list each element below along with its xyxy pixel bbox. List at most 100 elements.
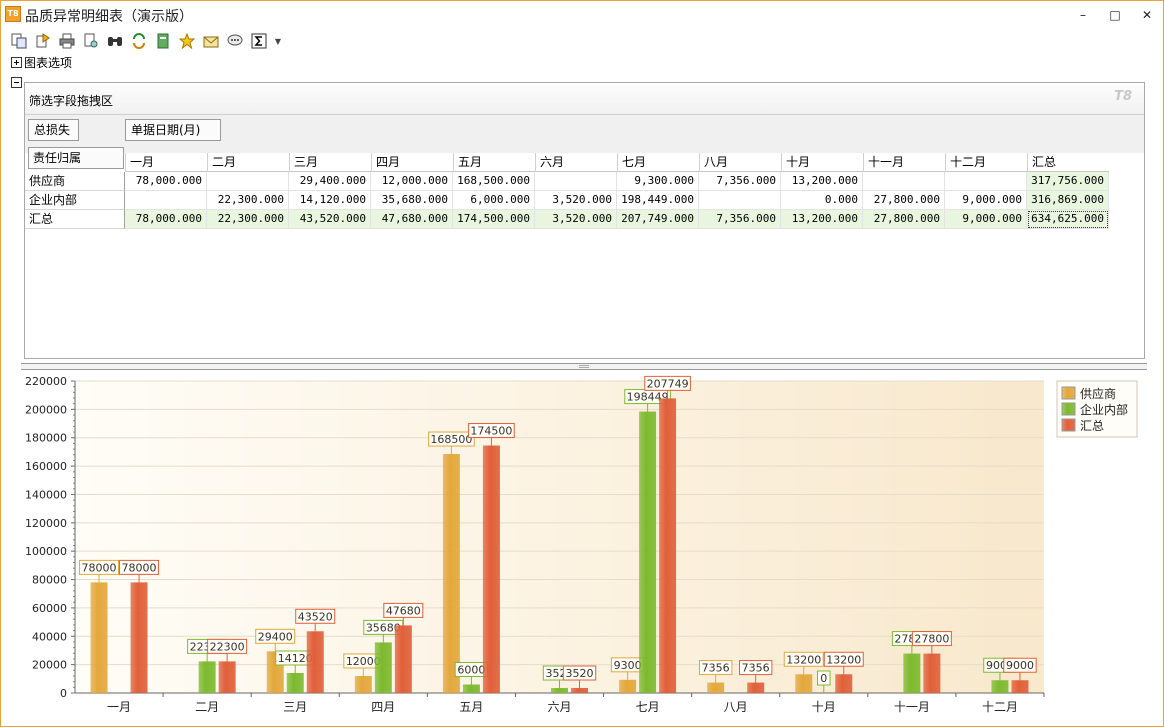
column-header[interactable]: 四月 [371, 153, 453, 172]
bar [659, 398, 677, 693]
table-cell: 22,300.000 [207, 210, 289, 229]
data-label-box [698, 660, 733, 676]
export-icon[interactable] [33, 31, 53, 51]
data-label: 47680 [386, 604, 421, 617]
table-cell: 168,500.000 [453, 172, 535, 191]
data-label-box [428, 431, 475, 447]
column-header[interactable]: 十一月 [863, 153, 945, 172]
preview-icon[interactable] [9, 31, 29, 51]
table-cell: 0.000 [781, 191, 863, 210]
bar [571, 688, 588, 693]
row-header[interactable]: 企业内部 [25, 191, 125, 210]
mail-icon[interactable] [201, 31, 221, 51]
data-label: 29400 [258, 630, 293, 643]
column-header[interactable]: 六月 [535, 153, 617, 172]
data-label-box [1003, 657, 1037, 673]
data-label: 6000 [457, 663, 485, 676]
bar [795, 674, 813, 693]
table-cell [863, 172, 945, 191]
column-header[interactable]: 五月 [453, 153, 535, 172]
bar [1011, 680, 1029, 693]
page-setup-icon[interactable] [81, 31, 101, 51]
bar [218, 661, 236, 693]
excel-icon[interactable] [153, 31, 173, 51]
collapse-icon[interactable] [11, 77, 22, 88]
x-tick-label: 十一月 [894, 700, 930, 714]
data-field-button[interactable]: 总损失 [28, 119, 79, 141]
table-cell: 47,680.000 [371, 210, 453, 229]
pivot-collapse-toggle[interactable] [11, 77, 22, 88]
column-field-button[interactable]: 单据日期(月) [125, 119, 221, 141]
window-title: 品质异常明细表（演示版） [25, 9, 193, 25]
splitter-grip-icon [579, 365, 589, 368]
chart-options-toggle[interactable]: 图表选项 [11, 54, 72, 71]
table-cell: 207,749.000 [617, 210, 699, 229]
legend-label: 企业内部 [1080, 402, 1128, 417]
data-label: 168500 [430, 433, 472, 446]
data-label-box [119, 559, 160, 575]
column-header[interactable]: 一月 [125, 153, 207, 172]
title-bar: T8 品质异常明细表（演示版） – □ ✕ [1, 1, 1163, 29]
data-label: 13200 [786, 653, 821, 666]
table-cell: 3,520.000 [535, 210, 617, 229]
x-tick-label: 十月 [812, 700, 836, 714]
close-button[interactable]: ✕ [1141, 8, 1153, 22]
data-label: 7356 [702, 662, 730, 675]
filter-drop-area[interactable]: 筛选字段拖拽区 T8 [25, 83, 1144, 115]
column-header[interactable]: 二月 [207, 153, 289, 172]
comment-icon[interactable] [225, 31, 245, 51]
bar [462, 684, 480, 693]
bar [394, 625, 412, 693]
y-tick-label: 80000 [32, 574, 67, 587]
row-field-button[interactable]: 责任归属 [28, 147, 124, 169]
panel-splitter[interactable] [21, 363, 1147, 370]
row-header[interactable]: 汇总 [25, 210, 125, 229]
app-logo-icon: T8 [5, 6, 21, 22]
data-label: 13200 [826, 653, 861, 666]
column-header[interactable]: 十月 [781, 153, 863, 172]
toolbar: ▼ [9, 31, 283, 51]
bar [923, 653, 941, 693]
table-cell: 29,400.000 [289, 172, 371, 191]
x-tick-label: 二月 [195, 700, 219, 714]
maximize-button[interactable]: □ [1109, 8, 1121, 22]
chart-options-label: 图表选项 [24, 56, 73, 70]
pivot-grid-panel: 筛选字段拖拽区 T8 总损失 单据日期(月) 责任归属 一月 二月 三月 四月 五月 六月七… [24, 82, 1145, 359]
legend-label: 汇总 [1080, 419, 1104, 433]
data-label-box [468, 423, 515, 439]
bar [306, 631, 324, 693]
column-header[interactable]: 十二月 [945, 153, 1027, 172]
legend-label: 供应商 [1080, 386, 1116, 401]
find-icon[interactable] [105, 31, 125, 51]
minimize-button[interactable]: – [1080, 8, 1086, 22]
column-header[interactable]: 三月 [289, 153, 371, 172]
chart-panel: 0 20000 40000 60000 80000 100000 120000 140000 1… [21, 371, 1147, 723]
table-cell: 634,625.000 [1027, 210, 1109, 229]
chevron-down-icon[interactable]: ▼ [274, 36, 282, 46]
row-header[interactable]: 供应商 [25, 172, 125, 191]
table-cell: 7,356.000 [699, 210, 781, 229]
data-label: 22300 [210, 640, 245, 653]
bar [619, 679, 637, 693]
x-tick-label: 八月 [724, 700, 748, 714]
table-cell [207, 172, 289, 191]
x-tick-label: 五月 [459, 700, 483, 714]
y-tick-label: 160000 [25, 460, 67, 473]
table-cell [699, 191, 781, 210]
column-header[interactable]: 八月 [699, 153, 781, 172]
table-cell: 317,756.000 [1027, 172, 1109, 191]
bar [835, 674, 853, 693]
favorite-icon[interactable] [177, 31, 197, 51]
column-header[interactable]: 七月 [617, 153, 699, 172]
sum-icon[interactable] [249, 31, 269, 51]
table-cell: 35,680.000 [371, 191, 453, 210]
data-label: 9000 [1006, 659, 1034, 672]
data-label: 14120 [278, 652, 313, 665]
expand-icon[interactable] [11, 57, 22, 68]
y-tick-label: 100000 [25, 545, 67, 558]
refresh-icon[interactable] [129, 31, 149, 51]
column-header[interactable]: 汇总 [1027, 153, 1109, 172]
print-icon[interactable] [57, 31, 77, 51]
bar-chart: 0200004000060000800001000001200001400001… [21, 371, 1147, 723]
